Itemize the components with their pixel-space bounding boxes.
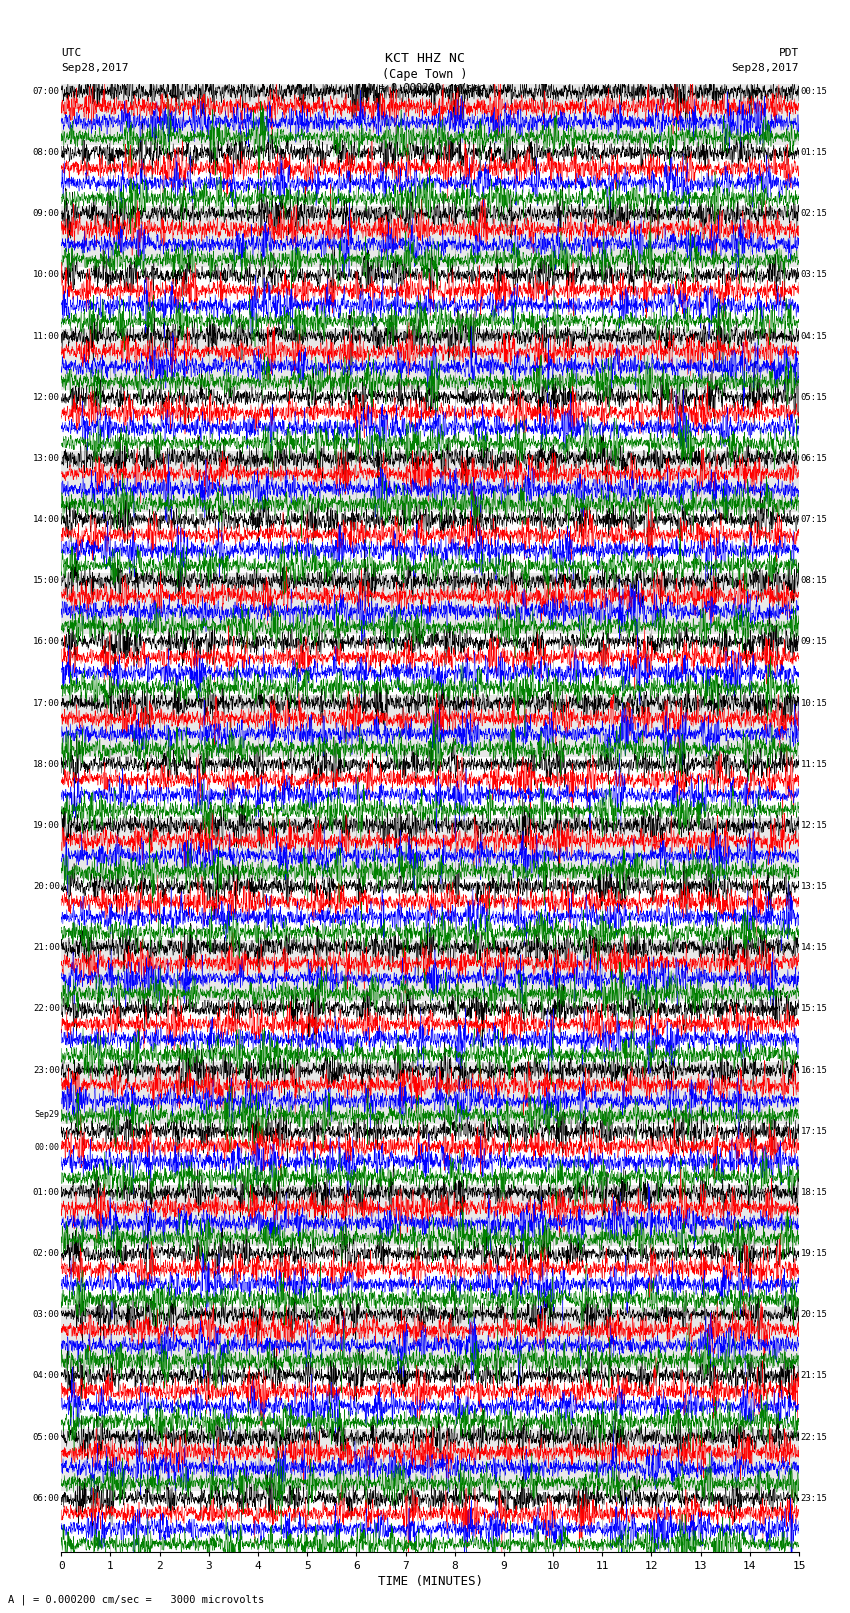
Text: 22:15: 22:15 — [801, 1432, 827, 1442]
Text: 17:00: 17:00 — [33, 698, 60, 708]
X-axis label: TIME (MINUTES): TIME (MINUTES) — [377, 1574, 483, 1587]
Text: 16:15: 16:15 — [801, 1066, 827, 1074]
Bar — [61, 940, 799, 1002]
Bar — [61, 1184, 799, 1245]
Bar — [61, 450, 799, 511]
Text: 09:00: 09:00 — [33, 210, 60, 218]
Text: 23:00: 23:00 — [33, 1066, 60, 1074]
Text: UTC: UTC — [61, 48, 82, 58]
Text: 22:00: 22:00 — [33, 1005, 60, 1013]
Text: 02:00: 02:00 — [33, 1248, 60, 1258]
Text: 15:00: 15:00 — [33, 576, 60, 586]
Bar — [61, 573, 799, 634]
Text: Sep28,2017: Sep28,2017 — [732, 63, 799, 73]
Text: | = 0.000200 cm/sec: | = 0.000200 cm/sec — [366, 82, 484, 94]
Text: 03:00: 03:00 — [33, 1310, 60, 1319]
Text: 05:15: 05:15 — [801, 394, 827, 402]
Text: PDT: PDT — [779, 48, 799, 58]
Text: KCT HHZ NC: KCT HHZ NC — [385, 52, 465, 65]
Text: 07:15: 07:15 — [801, 515, 827, 524]
Text: 18:00: 18:00 — [33, 760, 60, 769]
Text: 23:15: 23:15 — [801, 1494, 827, 1503]
Text: 04:00: 04:00 — [33, 1371, 60, 1381]
Bar — [61, 1429, 799, 1490]
Text: 18:15: 18:15 — [801, 1187, 827, 1197]
Text: 04:15: 04:15 — [801, 332, 827, 340]
Text: 01:00: 01:00 — [33, 1187, 60, 1197]
Text: 19:15: 19:15 — [801, 1248, 827, 1258]
Text: 14:15: 14:15 — [801, 944, 827, 952]
Text: 12:15: 12:15 — [801, 821, 827, 831]
Text: 10:00: 10:00 — [33, 271, 60, 279]
Text: 00:00: 00:00 — [35, 1144, 60, 1152]
Bar — [61, 1063, 799, 1124]
Text: 08:15: 08:15 — [801, 576, 827, 586]
Bar — [61, 818, 799, 879]
Text: 10:15: 10:15 — [801, 698, 827, 708]
Text: 08:00: 08:00 — [33, 148, 60, 156]
Text: 15:15: 15:15 — [801, 1005, 827, 1013]
Text: 09:15: 09:15 — [801, 637, 827, 647]
Text: 21:00: 21:00 — [33, 944, 60, 952]
Text: 05:00: 05:00 — [33, 1432, 60, 1442]
Text: 01:15: 01:15 — [801, 148, 827, 156]
Text: 11:00: 11:00 — [33, 332, 60, 340]
Bar — [61, 206, 799, 268]
Text: 13:00: 13:00 — [33, 453, 60, 463]
Bar — [61, 329, 799, 390]
Text: 13:15: 13:15 — [801, 882, 827, 890]
Text: 16:00: 16:00 — [33, 637, 60, 647]
Text: 02:15: 02:15 — [801, 210, 827, 218]
Bar — [61, 1307, 799, 1368]
Text: 20:15: 20:15 — [801, 1310, 827, 1319]
Bar — [61, 695, 799, 756]
Text: 14:00: 14:00 — [33, 515, 60, 524]
Text: 06:00: 06:00 — [33, 1494, 60, 1503]
Text: 03:15: 03:15 — [801, 271, 827, 279]
Bar — [61, 84, 799, 145]
Text: Sep28,2017: Sep28,2017 — [61, 63, 128, 73]
Text: 11:15: 11:15 — [801, 760, 827, 769]
Text: (Cape Town ): (Cape Town ) — [382, 68, 468, 81]
Text: 21:15: 21:15 — [801, 1371, 827, 1381]
Text: 17:15: 17:15 — [801, 1127, 827, 1136]
Text: A | = 0.000200 cm/sec =   3000 microvolts: A | = 0.000200 cm/sec = 3000 microvolts — [8, 1594, 264, 1605]
Text: 07:00: 07:00 — [33, 87, 60, 97]
Text: 12:00: 12:00 — [33, 394, 60, 402]
Text: 19:00: 19:00 — [33, 821, 60, 831]
Text: 06:15: 06:15 — [801, 453, 827, 463]
Text: 20:00: 20:00 — [33, 882, 60, 890]
Text: 00:15: 00:15 — [801, 87, 827, 97]
Text: Sep29: Sep29 — [35, 1110, 60, 1119]
